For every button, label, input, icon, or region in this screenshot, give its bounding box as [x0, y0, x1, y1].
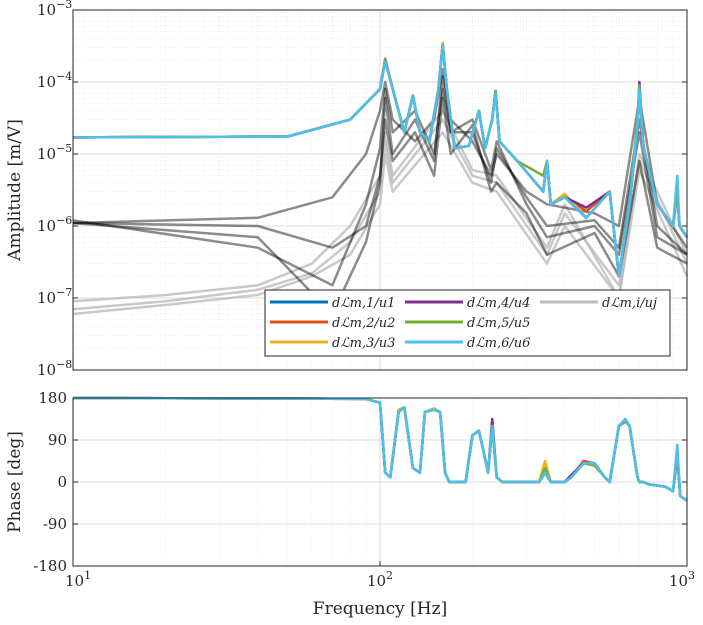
legend-label: dℒm,4/u4 [467, 296, 530, 311]
coupling-series-line [72, 96, 688, 278]
amplitude-tick-label: 10−6 [37, 214, 72, 235]
legend: dℒm,1/u1 dℒm,2/u2 dℒm,3/u3 dℒm,4/u4 dℒm,5/u5… [264, 289, 671, 357]
legend-entries: dℒm,1/u1 dℒm,2/u2 dℒm,3/u3 dℒm,4/u4 dℒm,5/u5… [270, 296, 657, 351]
phase-panel: 180 90 0 -90 -180 101 102 103 Phase [deg] Freq… [5, 389, 695, 619]
phase-series-line-6 [72, 396, 688, 502]
amplitude-series [72, 41, 689, 278]
light-series-line [72, 118, 689, 311]
amplitude-tick-label: 10−7 [37, 286, 72, 307]
phase-x-ticks: 101 102 103 [65, 561, 695, 590]
phase-y-axis-label: Phase [deg] [5, 431, 25, 533]
legend-label: dℒm,i/uj [602, 296, 657, 311]
legend-label: dℒm,2/u2 [332, 316, 395, 331]
legend-label: dℒm,6/u6 [467, 336, 530, 351]
amplitude-tick-label: 10−8 [37, 358, 72, 379]
amplitude-y-ticks: 10−3 10−4 10−5 10−6 10−7 10−8 [37, 0, 687, 379]
phase-tick-label: -90 [43, 515, 67, 533]
amplitude-axes-box [72, 9, 688, 371]
amplitude-tick-label: 10−5 [37, 142, 72, 163]
phase-y-ticks: 180 90 0 -90 -180 [33, 389, 687, 575]
legend-label: dℒm,5/u5 [467, 316, 530, 331]
phase-series [72, 396, 688, 502]
phase-tick-label: 90 [48, 431, 67, 449]
light-series-line [72, 131, 689, 316]
x-tick-label: 101 [65, 569, 91, 590]
legend-label: dℒm,1/u1 [332, 296, 395, 311]
phase-tick-label: 0 [57, 473, 67, 491]
amplitude-tick-label: 10−4 [37, 70, 72, 91]
amplitude-series-line-6 [72, 44, 689, 278]
amplitude-y-axis-label: Amplitude [m/V] [5, 119, 25, 262]
x-tick-label: 103 [669, 569, 695, 590]
legend-label: dℒm,3/u3 [332, 336, 395, 351]
amplitude-panel: 10−3 10−4 10−5 10−6 10−7 10−8 Amplitude [m/V]… [5, 0, 689, 379]
phase-tick-label: 180 [38, 389, 67, 407]
coupling-series-line [72, 87, 688, 287]
amplitude-light-series [72, 109, 689, 316]
amplitude-tick-label: 10−3 [37, 0, 72, 19]
coupling-series-line [72, 75, 688, 316]
x-axis-label: Frequency [Hz] [313, 599, 447, 619]
legend-box [264, 289, 671, 357]
x-tick-label: 102 [367, 569, 393, 590]
phase-tick-label: -180 [33, 557, 67, 575]
